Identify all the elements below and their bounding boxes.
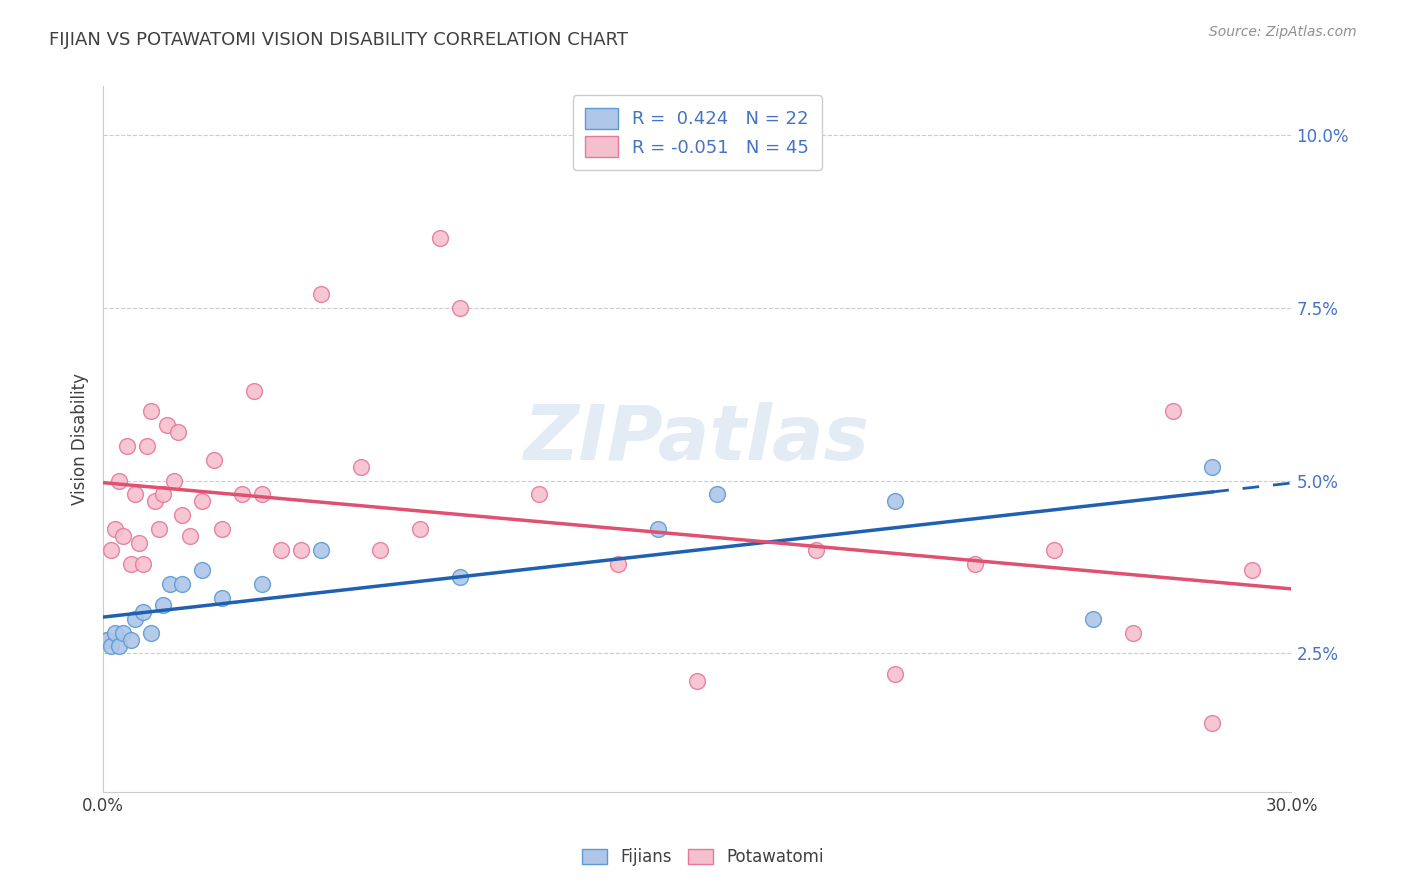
- Point: [111, 625, 134, 640]
- Point: [124, 487, 146, 501]
- Point: [1083, 612, 1105, 626]
- Point: [104, 522, 127, 536]
- Point: [155, 418, 177, 433]
- Point: [108, 640, 131, 654]
- Legend: Fijians, Potawatomi: Fijians, Potawatomi: [575, 842, 831, 873]
- Point: [139, 404, 162, 418]
- Point: [100, 640, 122, 654]
- Point: [1122, 625, 1144, 640]
- Point: [152, 598, 174, 612]
- Point: [884, 667, 907, 681]
- Point: [686, 674, 709, 689]
- Point: [120, 632, 142, 647]
- Point: [132, 557, 155, 571]
- Point: [1042, 542, 1064, 557]
- Point: [202, 452, 225, 467]
- Point: [290, 542, 312, 557]
- Point: [1240, 563, 1263, 577]
- Point: [1201, 459, 1223, 474]
- Point: [409, 522, 432, 536]
- Point: [132, 605, 155, 619]
- Point: [172, 508, 194, 522]
- Text: ZIPatlas: ZIPatlas: [524, 402, 870, 476]
- Point: [231, 487, 253, 501]
- Point: [250, 577, 273, 591]
- Point: [963, 557, 986, 571]
- Y-axis label: Vision Disability: Vision Disability: [72, 373, 89, 505]
- Point: [370, 542, 392, 557]
- Point: [607, 557, 630, 571]
- Point: [309, 542, 332, 557]
- Point: [449, 301, 471, 315]
- Point: [179, 529, 201, 543]
- Point: [163, 474, 186, 488]
- Point: [804, 542, 827, 557]
- Point: [349, 459, 371, 474]
- Point: [96, 632, 118, 647]
- Point: [111, 529, 134, 543]
- Point: [429, 231, 451, 245]
- Point: [884, 494, 907, 508]
- Point: [172, 577, 194, 591]
- Point: [108, 474, 131, 488]
- Point: [527, 487, 550, 501]
- Point: [96, 632, 118, 647]
- Point: [270, 542, 292, 557]
- Point: [143, 494, 166, 508]
- Point: [706, 487, 728, 501]
- Text: FIJIAN VS POTAWATOMI VISION DISABILITY CORRELATION CHART: FIJIAN VS POTAWATOMI VISION DISABILITY C…: [49, 31, 628, 49]
- Point: [104, 625, 127, 640]
- Point: [309, 286, 332, 301]
- Legend: R =  0.424   N = 22, R = -0.051   N = 45: R = 0.424 N = 22, R = -0.051 N = 45: [572, 95, 823, 169]
- Point: [148, 522, 170, 536]
- Point: [250, 487, 273, 501]
- Point: [191, 494, 214, 508]
- Point: [211, 591, 233, 605]
- Point: [152, 487, 174, 501]
- Point: [449, 570, 471, 584]
- Point: [1201, 715, 1223, 730]
- Point: [115, 439, 138, 453]
- Point: [167, 425, 190, 439]
- Point: [191, 563, 214, 577]
- Point: [647, 522, 669, 536]
- Point: [120, 557, 142, 571]
- Point: [159, 577, 181, 591]
- Point: [211, 522, 233, 536]
- Point: [128, 535, 150, 549]
- Point: [242, 384, 264, 398]
- Point: [100, 542, 122, 557]
- Point: [1161, 404, 1184, 418]
- Point: [139, 625, 162, 640]
- Point: [135, 439, 157, 453]
- Text: Source: ZipAtlas.com: Source: ZipAtlas.com: [1209, 25, 1357, 39]
- Point: [124, 612, 146, 626]
